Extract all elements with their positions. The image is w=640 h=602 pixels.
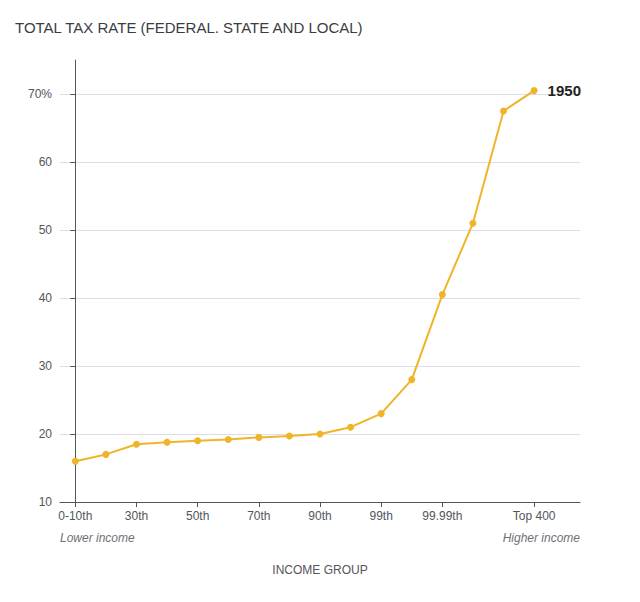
svg-text:Lower income: Lower income — [60, 531, 135, 545]
svg-text:Higher income: Higher income — [503, 531, 581, 545]
svg-text:0-10th: 0-10th — [58, 509, 92, 523]
svg-text:50th: 50th — [186, 509, 209, 523]
svg-text:30th: 30th — [125, 509, 148, 523]
svg-text:70th: 70th — [247, 509, 270, 523]
svg-text:Top 400: Top 400 — [513, 509, 556, 523]
svg-text:60: 60 — [39, 155, 53, 169]
svg-text:INCOME GROUP: INCOME GROUP — [272, 563, 367, 577]
svg-text:70%: 70% — [28, 87, 52, 101]
svg-text:99.99th: 99.99th — [422, 509, 462, 523]
svg-text:40: 40 — [39, 291, 53, 305]
svg-text:1950: 1950 — [548, 82, 581, 99]
svg-text:99th: 99th — [369, 509, 392, 523]
svg-text:10: 10 — [39, 495, 53, 509]
svg-text:50: 50 — [39, 223, 53, 237]
svg-text:20: 20 — [39, 427, 53, 441]
svg-text:90th: 90th — [308, 509, 331, 523]
svg-text:30: 30 — [39, 359, 53, 373]
svg-text:TOTAL TAX RATE (FEDERAL. STATE: TOTAL TAX RATE (FEDERAL. STATE AND LOCAL… — [15, 19, 363, 36]
